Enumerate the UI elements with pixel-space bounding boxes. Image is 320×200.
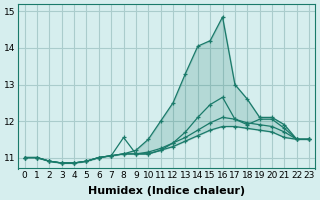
X-axis label: Humidex (Indice chaleur): Humidex (Indice chaleur)	[88, 186, 245, 196]
